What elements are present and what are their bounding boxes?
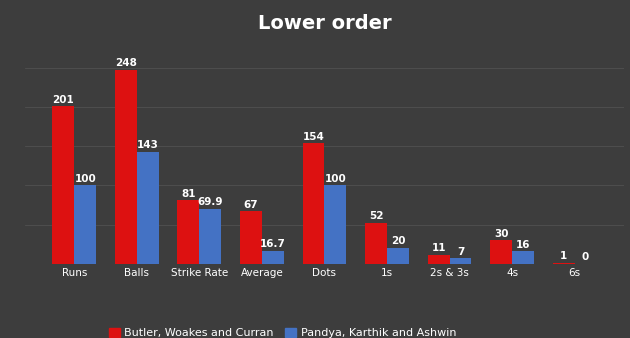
Bar <box>302 143 324 264</box>
Text: 201: 201 <box>52 95 74 105</box>
Text: 52: 52 <box>369 211 383 221</box>
Text: 154: 154 <box>302 131 324 142</box>
Bar <box>262 250 284 264</box>
Bar <box>365 223 387 264</box>
Bar <box>199 209 221 264</box>
Legend: Butler, Woakes and Curran, Pandya, Karthik and Ashwin: Butler, Woakes and Curran, Pandya, Karth… <box>105 324 461 338</box>
Bar <box>553 263 575 264</box>
Text: 81: 81 <box>181 189 196 199</box>
Bar <box>387 248 409 264</box>
Bar <box>450 258 471 264</box>
Bar <box>324 185 346 264</box>
Text: 69.9: 69.9 <box>198 197 223 207</box>
Text: 30: 30 <box>494 228 508 239</box>
Text: 100: 100 <box>74 174 96 184</box>
Bar <box>74 185 96 264</box>
Title: Lower order: Lower order <box>258 15 391 33</box>
Bar <box>137 152 159 264</box>
Text: 0: 0 <box>582 252 589 262</box>
Bar <box>428 255 450 264</box>
Text: 16: 16 <box>516 240 530 249</box>
Text: 67: 67 <box>244 200 258 210</box>
Text: 20: 20 <box>391 236 405 246</box>
Bar <box>178 200 199 264</box>
Text: 11: 11 <box>432 243 446 254</box>
Bar <box>490 240 512 264</box>
Text: 7: 7 <box>457 247 464 257</box>
Bar <box>115 70 137 264</box>
Text: 248: 248 <box>115 58 137 68</box>
Text: 1: 1 <box>560 251 567 261</box>
Text: 143: 143 <box>137 140 159 150</box>
Bar <box>512 251 534 264</box>
Bar <box>240 211 262 264</box>
Bar <box>52 106 74 264</box>
Text: 100: 100 <box>324 174 346 184</box>
Text: 16.7: 16.7 <box>260 239 286 249</box>
